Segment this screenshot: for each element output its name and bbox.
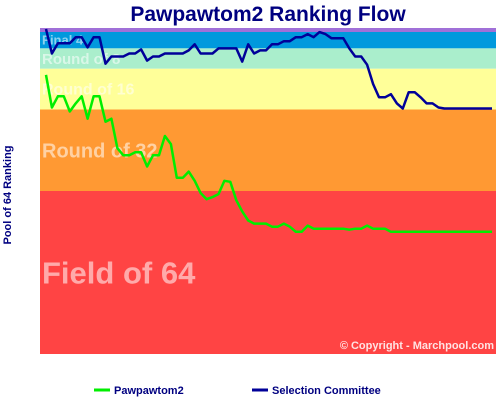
band-label-field-of-64: Field of 64 <box>42 255 196 290</box>
band-top-strip <box>40 28 496 32</box>
band-round-of-32 <box>40 109 496 191</box>
legend: Pawpawtom2 Selection Committee <box>94 385 381 397</box>
band-label-round-of-8: Round of 8 <box>42 51 120 68</box>
series-line-selection-committee <box>44 28 492 110</box>
band-label-round-of-16: Round of 16 <box>42 82 135 99</box>
band-round-of-8 <box>40 48 496 69</box>
band-final-4 <box>40 32 496 49</box>
band-label-final-4: Final 4 <box>42 33 84 48</box>
band-label-round-of-32: Round of 32 <box>42 140 158 162</box>
band-labels: Final 4 Round of 8 Round of 16 Round of 32 F… <box>42 33 196 291</box>
copyright-label: © Copyright - Marchpool.com <box>340 340 494 352</box>
legend-label-selection-committee: Selection Committee <box>272 385 381 397</box>
chart-title: Pawpawtom2 Ranking Flow <box>130 3 406 26</box>
band-round-of-16 <box>40 68 496 110</box>
ranking-bands <box>40 28 496 354</box>
series-line-pawpawtom2 <box>44 74 492 234</box>
band-field-of-64 <box>40 191 496 354</box>
legend-label-pawpawtom2: Pawpawtom2 <box>114 385 184 397</box>
series-lines <box>44 28 492 234</box>
y-axis-label: Pool of 64 Ranking <box>2 145 14 244</box>
